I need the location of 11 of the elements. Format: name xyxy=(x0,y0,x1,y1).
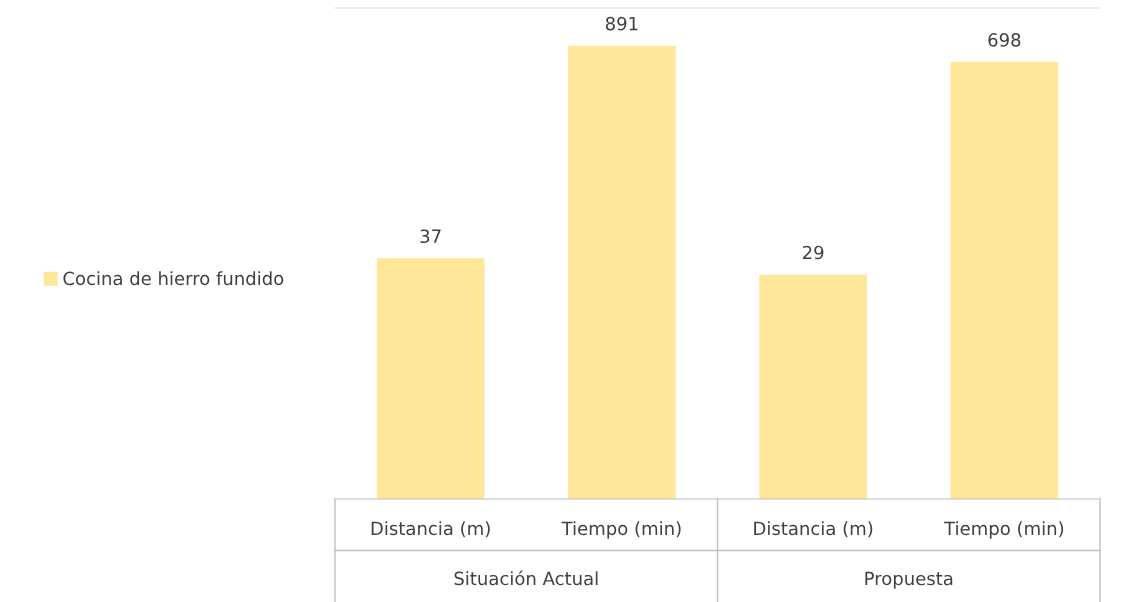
data-label: 29 xyxy=(802,245,824,260)
x-tick-label: Distancia (m) xyxy=(371,521,490,538)
data-label: 698 xyxy=(988,33,1021,47)
text: Propuesta xyxy=(865,571,953,589)
text: Situación Actual xyxy=(454,570,598,586)
data-label: 891 xyxy=(605,16,638,31)
data-label: 37 xyxy=(420,229,441,244)
legend-label: Cocina de hierro fundido xyxy=(63,271,284,286)
x-tick-label: Tiempo (min) xyxy=(561,521,681,539)
x-tick-label: Tiempo (min) xyxy=(944,521,1064,539)
x-tick-label: Distancia (m) xyxy=(754,521,873,538)
